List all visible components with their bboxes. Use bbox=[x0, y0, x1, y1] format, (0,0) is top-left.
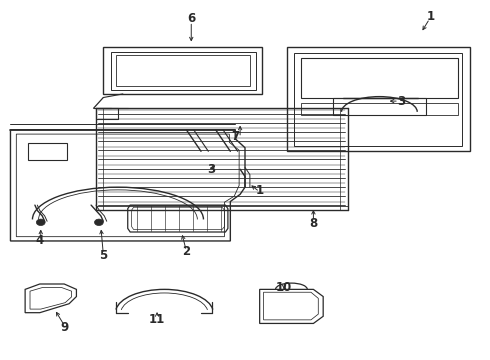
Text: 2: 2 bbox=[182, 245, 191, 258]
Bar bbox=[27, 143, 67, 160]
Text: 4: 4 bbox=[36, 234, 44, 247]
Text: 1: 1 bbox=[256, 184, 264, 197]
Circle shape bbox=[36, 219, 45, 226]
Circle shape bbox=[95, 219, 103, 226]
Text: 3: 3 bbox=[397, 95, 405, 108]
Text: 6: 6 bbox=[187, 12, 196, 25]
Text: 1: 1 bbox=[427, 10, 435, 23]
Text: 7: 7 bbox=[231, 130, 239, 144]
Text: 9: 9 bbox=[60, 320, 68, 333]
Text: 11: 11 bbox=[149, 313, 165, 327]
Text: 3: 3 bbox=[207, 163, 215, 176]
Text: 8: 8 bbox=[309, 216, 318, 230]
Text: 5: 5 bbox=[99, 249, 107, 262]
Text: 10: 10 bbox=[276, 281, 292, 294]
